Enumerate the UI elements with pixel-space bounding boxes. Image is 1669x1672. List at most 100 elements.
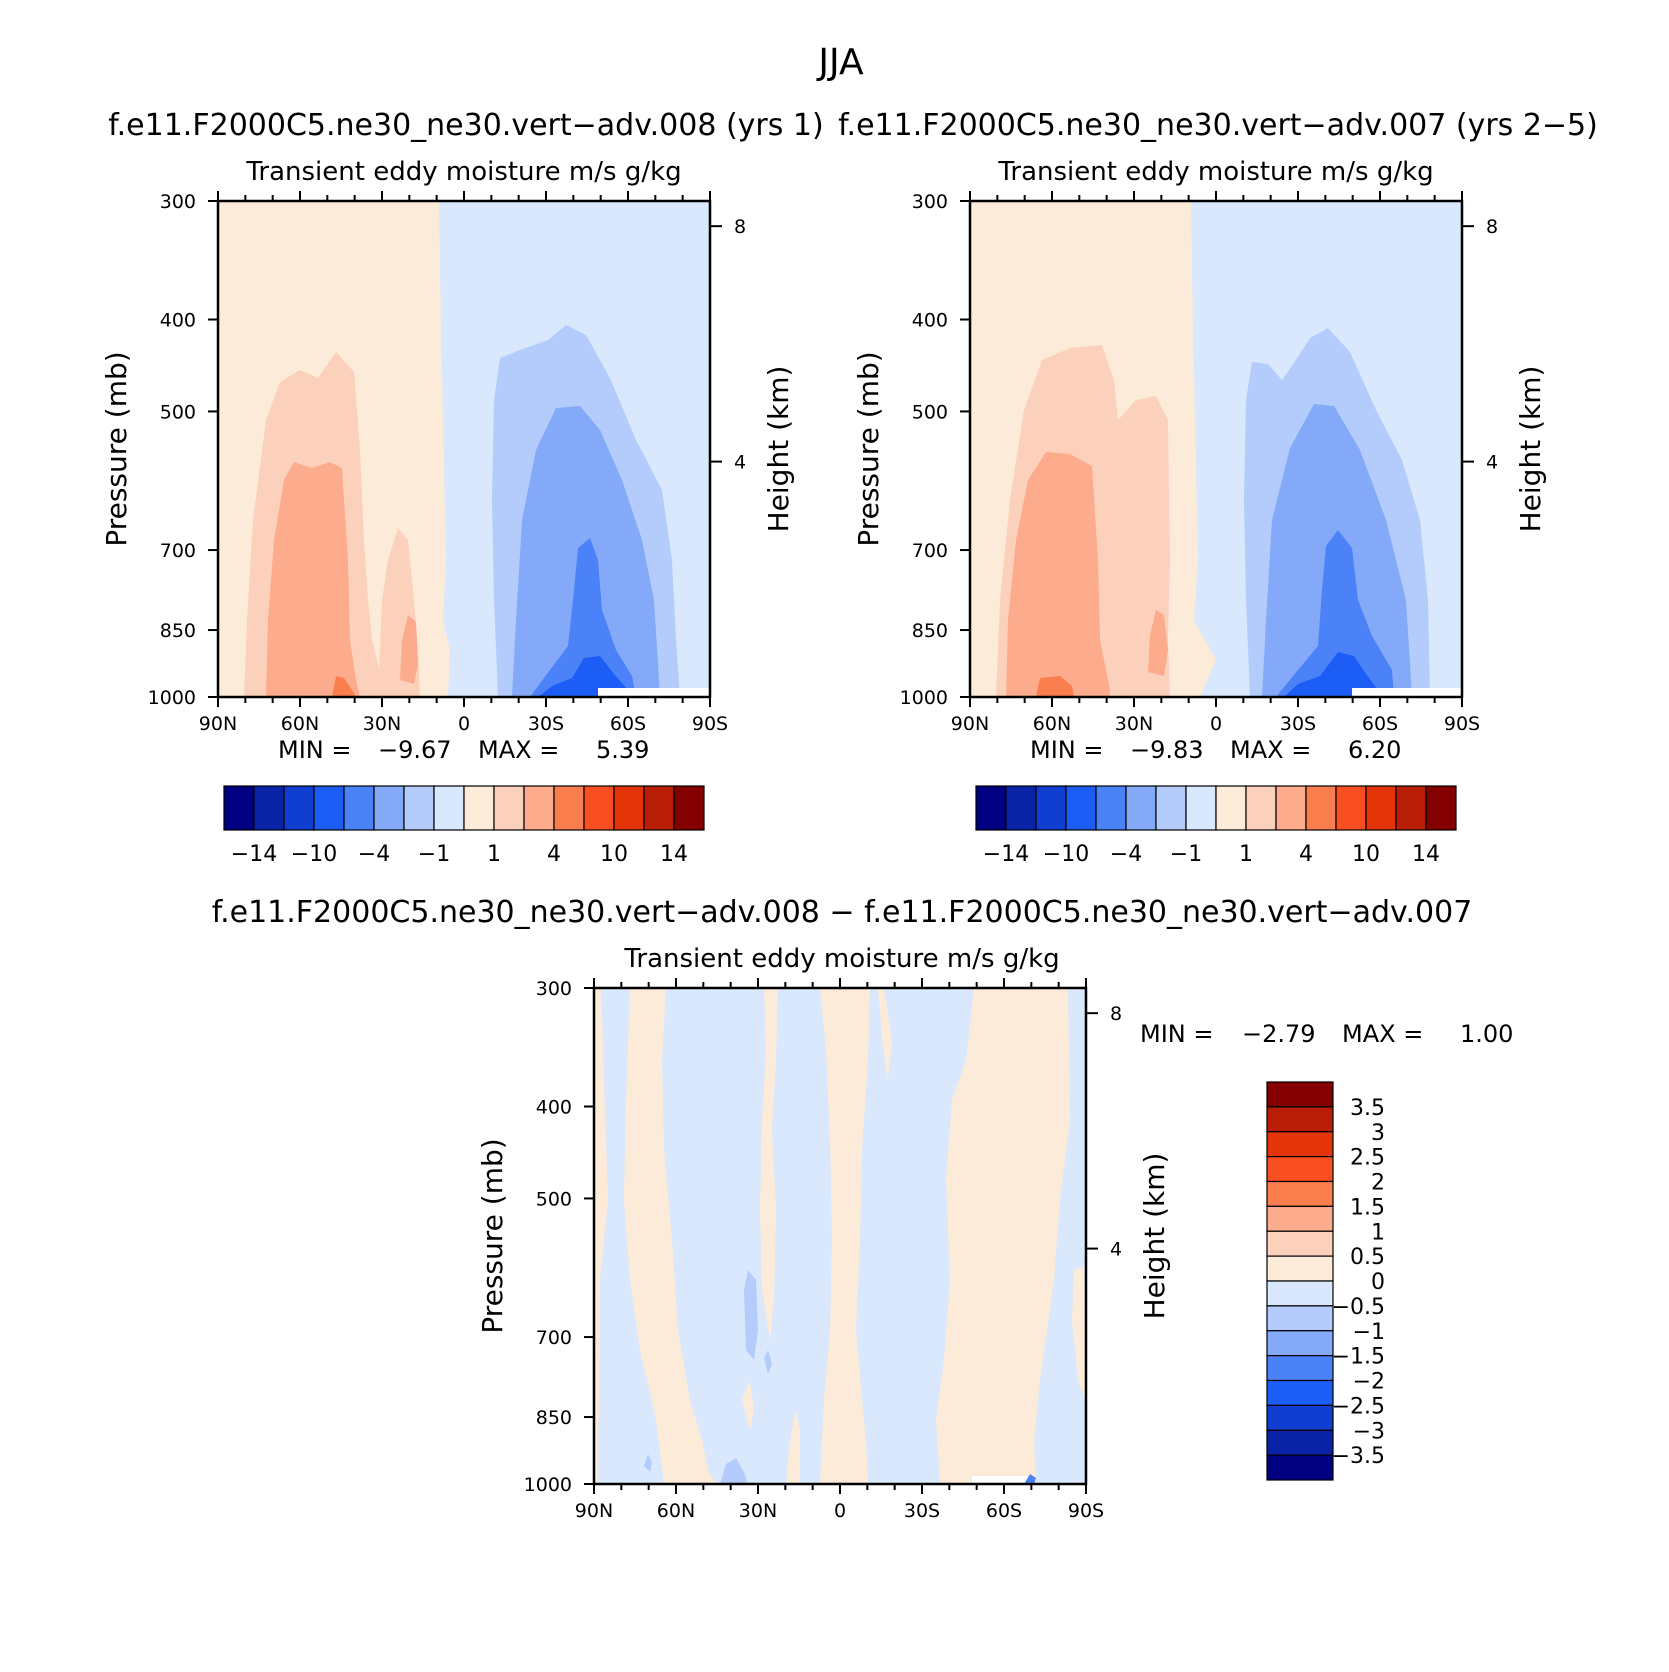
panel-3-colorbar-box: [1266, 1156, 1334, 1183]
panel-2-subtitle: Transient eddy moisture m/s g/kg: [997, 157, 1433, 187]
panel-3-colorbar-label: 0: [1371, 1270, 1385, 1295]
panel-2-y-tick-label: 400: [912, 310, 948, 332]
panel-2-colorbar-box: [1215, 785, 1247, 831]
panel-3-colorbar-box: [1266, 1330, 1334, 1357]
panel-3-min-value: −2.79: [1242, 1020, 1316, 1048]
panel-2-colorbar-box: [1185, 785, 1217, 831]
panel-2-x-tick-label: 0: [1210, 713, 1222, 735]
panel-1-right-tick-label: 8: [734, 216, 746, 238]
panel-2-x-tick-label: 90S: [1444, 713, 1480, 735]
panel-1-contours: [218, 201, 710, 697]
panel-2-y-tick-label: 1000: [900, 687, 948, 709]
panel-2-colorbar-box: [1395, 785, 1427, 831]
panel-3-colorbar-label: −0.5: [1332, 1295, 1385, 1320]
panel-1-x-tick-label: 0: [458, 713, 470, 735]
panel-3-colorbar-box: [1266, 1379, 1334, 1406]
panel-2-colorbar-box: [1005, 785, 1037, 831]
panel-3-colorbar-box: [1266, 1404, 1334, 1431]
panel-1-colorbar-box: [583, 785, 615, 831]
panel-2-colorbar-label: 10: [1352, 842, 1380, 867]
panel-1-y-tick-label: 400: [160, 310, 196, 332]
panel-1-subtitle: Transient eddy moisture m/s g/kg: [245, 157, 681, 187]
panel-1-ylabel-right: Height (km): [762, 366, 795, 533]
panel-1-x-tick-label: 90S: [692, 713, 728, 735]
panel-3-band-h: [742, 1380, 754, 1430]
panel-2-colorbar-box: [1155, 785, 1187, 831]
panel-1-y-tick-label: 500: [160, 401, 196, 423]
panel-2-y-tick-label: 700: [912, 540, 948, 562]
panel-2-ylabel: Pressure (mb): [852, 351, 885, 546]
panel-1-colorbar-box: [553, 785, 585, 831]
panel-3-subtitle: Transient eddy moisture m/s g/kg: [623, 944, 1059, 974]
panel-3-colorbar-box: [1266, 1131, 1334, 1158]
panel-3-band-f: [936, 988, 1070, 1484]
panel-2-colorbar-box: [1305, 785, 1337, 831]
panel-3-colorbar-box: [1266, 1255, 1334, 1282]
panel-3-colorbar-box: [1266, 1230, 1334, 1257]
panel-1-x-tick-label: 60S: [610, 713, 646, 735]
panel-3-blob-neg-d: [764, 1350, 772, 1374]
panel-3-colorbar-label: 2.5: [1350, 1146, 1385, 1171]
panel-3-band-a: [594, 988, 608, 1484]
panel-2-missing-bottom: [1352, 688, 1462, 697]
panel-3-colorbar-label: 2: [1371, 1171, 1385, 1196]
panel-3-max-value: 1.00: [1460, 1020, 1513, 1048]
panel-3-ylabel: Pressure (mb): [476, 1138, 509, 1333]
panel-2-region-neg-5to7: [1276, 530, 1394, 697]
panel-2-colorbar-box: [1035, 785, 1067, 831]
panel-1-colorbar-box: [403, 785, 435, 831]
panel-3-y-tick-label: 400: [536, 1097, 572, 1119]
panel-3-right-tick-label: 8: [1110, 1003, 1122, 1025]
panel-1-colorbar-box: [373, 785, 405, 831]
panel-2-max-label: MAX =: [1230, 736, 1311, 764]
panel-2-min-value: −9.83: [1130, 736, 1204, 764]
panel-2-min-label: MIN =: [1030, 736, 1103, 764]
panel-2-contours: [970, 201, 1462, 697]
panel-3-blob-neg-b: [720, 1458, 748, 1484]
panel-2-colorbar-box: [1245, 785, 1277, 831]
panel-3-x-tick-label: 0: [834, 1500, 846, 1522]
panel-1-region-2to4: [266, 462, 360, 697]
panel-2-colorbar-label: 4: [1299, 842, 1313, 867]
panel-1-colorbar-box: [523, 785, 555, 831]
panel-1-colorbar-box: [343, 785, 375, 831]
panel-2-region-4to7: [1036, 676, 1074, 697]
panel-2-x-tick-label: 90N: [951, 713, 989, 735]
panel-2-y-tick-label: 300: [912, 191, 948, 213]
panel-3-x-tick-label: 90N: [575, 1500, 613, 1522]
panel-1-colorbar-label: −4: [358, 842, 390, 867]
panel-1-colorbar: −14 −10 −4 −1 1 4 10 14: [223, 785, 705, 867]
panel-1-x-tick-label: 90N: [199, 713, 237, 735]
panel-2-x-tick-label: 60S: [1362, 713, 1398, 735]
panel-2-x-tick-label: 60N: [1033, 713, 1071, 735]
panel-2-colorbar-box: [1365, 785, 1397, 831]
panel-1-colorbar-box: [253, 785, 285, 831]
panel-3-x-tick-label: 60S: [986, 1500, 1022, 1522]
panel-3-colorbar-box: [1266, 1106, 1334, 1133]
panel-3-x-tick-label: 30N: [739, 1500, 777, 1522]
panel-3-blob-neg-c: [644, 1454, 652, 1472]
panel-2-colorbar-box: [1095, 785, 1127, 831]
panel-2-colorbar-label: −10: [1043, 842, 1089, 867]
panel-3-band-b: [624, 988, 716, 1484]
panel-1-y-tick-label: 700: [160, 540, 196, 562]
panel-3-title: f.e11.F2000C5.ne30_ne30.vert−adv.008 − f…: [212, 895, 1473, 930]
panel-3-colorbar-label: 0.5: [1350, 1245, 1385, 1270]
panel-1-region-neg-5to7: [530, 538, 636, 697]
panel-3-colorbar-label: −2: [1353, 1370, 1385, 1395]
panel-3-band-g: [1072, 1266, 1086, 1400]
panel-2-colorbar-label: −14: [983, 842, 1029, 867]
panel-3-colorbar-box: [1266, 1180, 1334, 1207]
panel-3-colorbar-label: −1.5: [1332, 1345, 1385, 1370]
panel-2-title: f.e11.F2000C5.ne30_ne30.vert−adv.007 (yr…: [838, 108, 1598, 143]
panel-3-x-tick-label: 90S: [1068, 1500, 1104, 1522]
panel-2-right-tick-label: 4: [1486, 452, 1498, 474]
panel-3-missing-bottom: [972, 1476, 1032, 1484]
panel-1-colorbar-box: [493, 785, 525, 831]
panel-1-colorbar-box: [643, 785, 675, 831]
panel-3-blob-neg-a: [744, 1270, 758, 1360]
panel-1-colorbar-label: −10: [291, 842, 337, 867]
panel-2-axes: 90N 60N 30N 0 30S 60S 90S 300 400 500 700 850 1000 8 4: [900, 191, 1498, 735]
panel-3-right-tick-label: 4: [1110, 1239, 1122, 1261]
